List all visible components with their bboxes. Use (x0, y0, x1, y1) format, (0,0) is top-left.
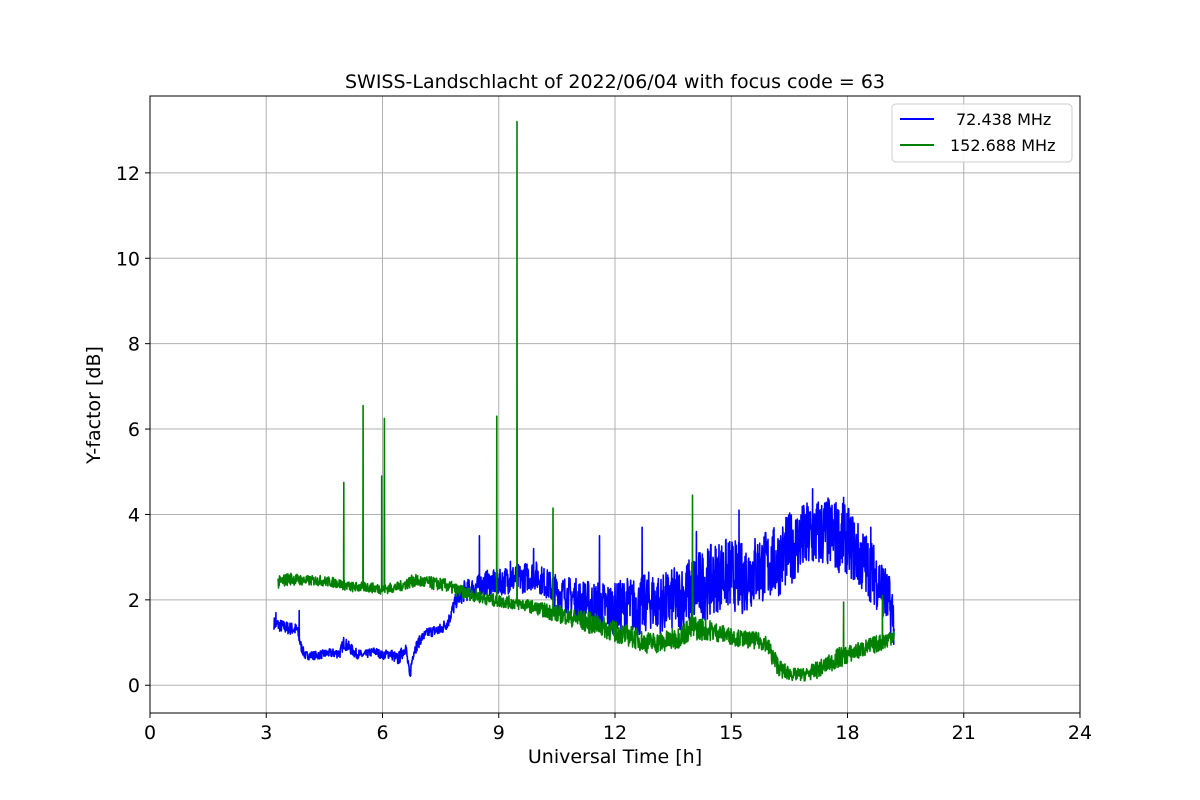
legend-label-series-1: 152.688 MHz (950, 136, 1055, 155)
x-tick-label: 18 (835, 722, 859, 744)
y-tick-label: 2 (128, 590, 140, 612)
x-tick-label: 15 (719, 722, 743, 744)
legend: 72.438 MHz 152.688 MHz (891, 103, 1073, 163)
y-axis-label: Y-factor [dB] (83, 346, 105, 465)
x-axis-label: Universal Time [h] (528, 746, 702, 768)
chart-title: SWISS-Landschlacht of 2022/06/04 with fo… (345, 71, 885, 93)
plot-series (273, 120, 895, 682)
y-tick-label: 12 (116, 163, 140, 185)
x-tick-label: 12 (603, 722, 627, 744)
x-tick-label: 21 (952, 722, 976, 744)
series-line-1 (277, 120, 895, 682)
y-tick-label: 10 (116, 248, 140, 270)
x-tick-label: 9 (493, 722, 505, 744)
x-tick-label: 0 (144, 722, 156, 744)
legend-label-series-0: 72.438 MHz (956, 110, 1051, 129)
x-tick-label: 24 (1068, 722, 1092, 744)
y-tick-label: 0 (128, 675, 140, 697)
legend-box (891, 103, 1073, 163)
y-tick-label: 6 (128, 419, 140, 441)
x-tick-label: 6 (376, 722, 388, 744)
y-tick-label: 8 (128, 334, 140, 356)
y-tick-label: 4 (128, 504, 140, 526)
x-tick-label: 3 (260, 722, 272, 744)
